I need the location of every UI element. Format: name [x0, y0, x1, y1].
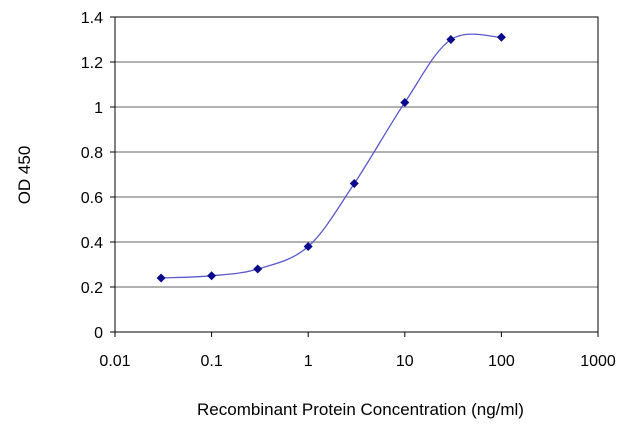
x-tick-label: 0.1	[200, 353, 222, 370]
y-axis-ticks: 0 0.2 0.4 0.6 0.8 1 1.2 1.4	[81, 10, 115, 342]
y-tick-label: 1.2	[81, 55, 103, 72]
data-points	[156, 32, 506, 283]
gridlines	[115, 61, 598, 288]
data-point	[156, 273, 166, 283]
x-tick-label: 1	[304, 353, 313, 370]
data-point	[446, 35, 456, 44]
data-point	[303, 242, 313, 251]
y-tick-label: 1.4	[81, 10, 103, 27]
y-tick-label: 1	[94, 100, 103, 117]
y-tick-label: 0	[94, 325, 103, 342]
y-axis-title: OD 450	[15, 146, 34, 205]
x-axis-title: Recombinant Protein Concentration (ng/ml…	[197, 400, 524, 419]
x-axis-ticks: 0.01 0.1 1 10 100 1000	[99, 332, 616, 370]
data-point	[253, 264, 263, 274]
x-tick-label: 1000	[580, 353, 616, 370]
y-tick-label: 0.4	[81, 235, 103, 252]
data-point	[496, 32, 506, 42]
series-fit-curve	[161, 33, 502, 279]
x-tick-label: 10	[396, 353, 414, 370]
x-tick-label: 0.01	[99, 353, 130, 370]
y-tick-label: 0.6	[81, 190, 103, 207]
data-point	[349, 179, 359, 188]
y-tick-label: 0.2	[81, 280, 103, 297]
data-point	[207, 271, 217, 281]
x-tick-label: 100	[488, 353, 515, 370]
data-point	[400, 98, 410, 107]
plot-frame	[114, 16, 599, 333]
y-tick-label: 0.8	[81, 145, 103, 162]
